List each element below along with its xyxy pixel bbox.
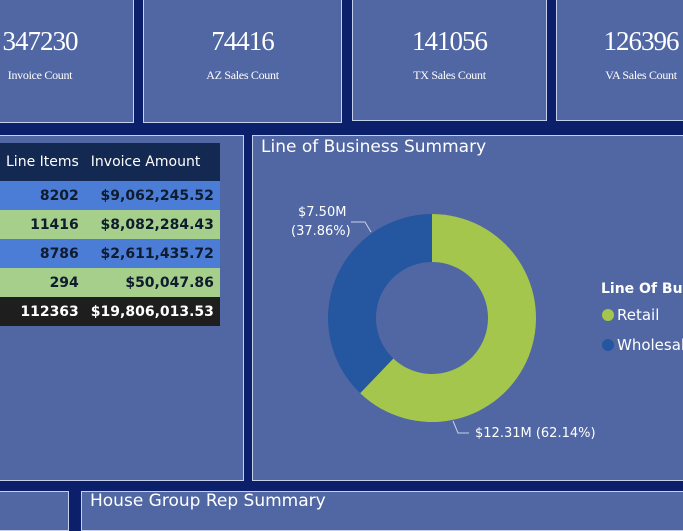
line-items-cell: 294 xyxy=(0,268,85,297)
table-total-row: 112363 $19,806,013.53 xyxy=(0,297,220,326)
invoice-amount-cell: $9,062,245.52 xyxy=(84,181,220,210)
bottom-left-card xyxy=(0,491,69,531)
kpi-value: 126396 xyxy=(603,26,680,56)
line-items-cell: 8786 xyxy=(0,239,85,268)
kpi-label: Invoice Count xyxy=(7,68,73,82)
kpi-value: 74416 xyxy=(211,26,275,56)
table-row: 8786 $2,611,435.72 xyxy=(0,239,220,268)
table-row: 11416 $8,082,284.43 xyxy=(0,210,220,239)
kpi-card-va-sales: 126396 VA Sales Count xyxy=(556,0,683,121)
total-items-cell: 112363 xyxy=(0,297,85,326)
kpi-value: 141056 xyxy=(412,26,488,56)
wholesale-data-label-value: $7.50M xyxy=(298,205,347,220)
wholesale-data-label-pct: (37.86%) xyxy=(291,224,351,239)
legend-item-wholesale[interactable]: Wholesale xyxy=(602,336,683,354)
kpi-label: VA Sales Count xyxy=(605,68,677,82)
wholesale-swatch-icon xyxy=(602,339,614,351)
lob-title: Line of Business Summary xyxy=(261,137,487,157)
column-header-invoice-amount[interactable]: Invoice Amount xyxy=(84,143,220,181)
donut-chart xyxy=(327,214,536,434)
line-of-business-card: Line of Business Summary $7.50M (37.86%)… xyxy=(252,135,683,481)
line-items-cell: 8202 xyxy=(0,181,85,210)
line-items-cell: 11416 xyxy=(0,210,85,239)
retail-leader-line xyxy=(452,420,469,434)
invoice-amount-cell: $2,611,435.72 xyxy=(84,239,220,268)
legend-label: Retail xyxy=(617,306,660,324)
invoice-amount-cell: $50,047.86 xyxy=(84,268,220,297)
wholesale-leader-line xyxy=(351,221,372,233)
kpi-value: 347230 xyxy=(2,26,79,56)
rep-summary-title: House Group Rep Summary xyxy=(90,491,326,511)
total-amount-cell: $19,806,013.53 xyxy=(84,297,220,326)
table-header-row: Line Items Invoice Amount xyxy=(0,143,220,181)
invoice-table: Line Items Invoice Amount 8202 $9,062,24… xyxy=(0,143,220,326)
invoice-amount-cell: $8,082,284.43 xyxy=(84,210,220,239)
donut-slice-wholesale[interactable] xyxy=(327,214,432,394)
kpi-label: TX Sales Count xyxy=(413,68,486,82)
legend-label: Wholesale xyxy=(617,336,683,354)
legend-title: Line Of Business xyxy=(601,281,683,297)
retail-data-label: $12.31M (62.14%) xyxy=(475,426,596,441)
donut-slice-retail[interactable] xyxy=(360,214,536,422)
table-row: 294 $50,047.86 xyxy=(0,268,220,297)
kpi-card-invoice-count: 347230 Invoice Count xyxy=(0,0,134,123)
table-row: 8202 $9,062,245.52 xyxy=(0,181,220,210)
kpi-label: AZ Sales Count xyxy=(206,68,279,82)
house-group-rep-card: House Group Rep Summary xyxy=(81,491,683,531)
legend-item-retail[interactable]: Retail xyxy=(602,306,659,324)
kpi-card-tx-sales: 141056 TX Sales Count xyxy=(352,0,547,121)
kpi-card-az-sales: 74416 AZ Sales Count xyxy=(143,0,342,123)
retail-swatch-icon xyxy=(602,309,614,321)
column-header-line-items[interactable]: Line Items xyxy=(0,143,85,181)
